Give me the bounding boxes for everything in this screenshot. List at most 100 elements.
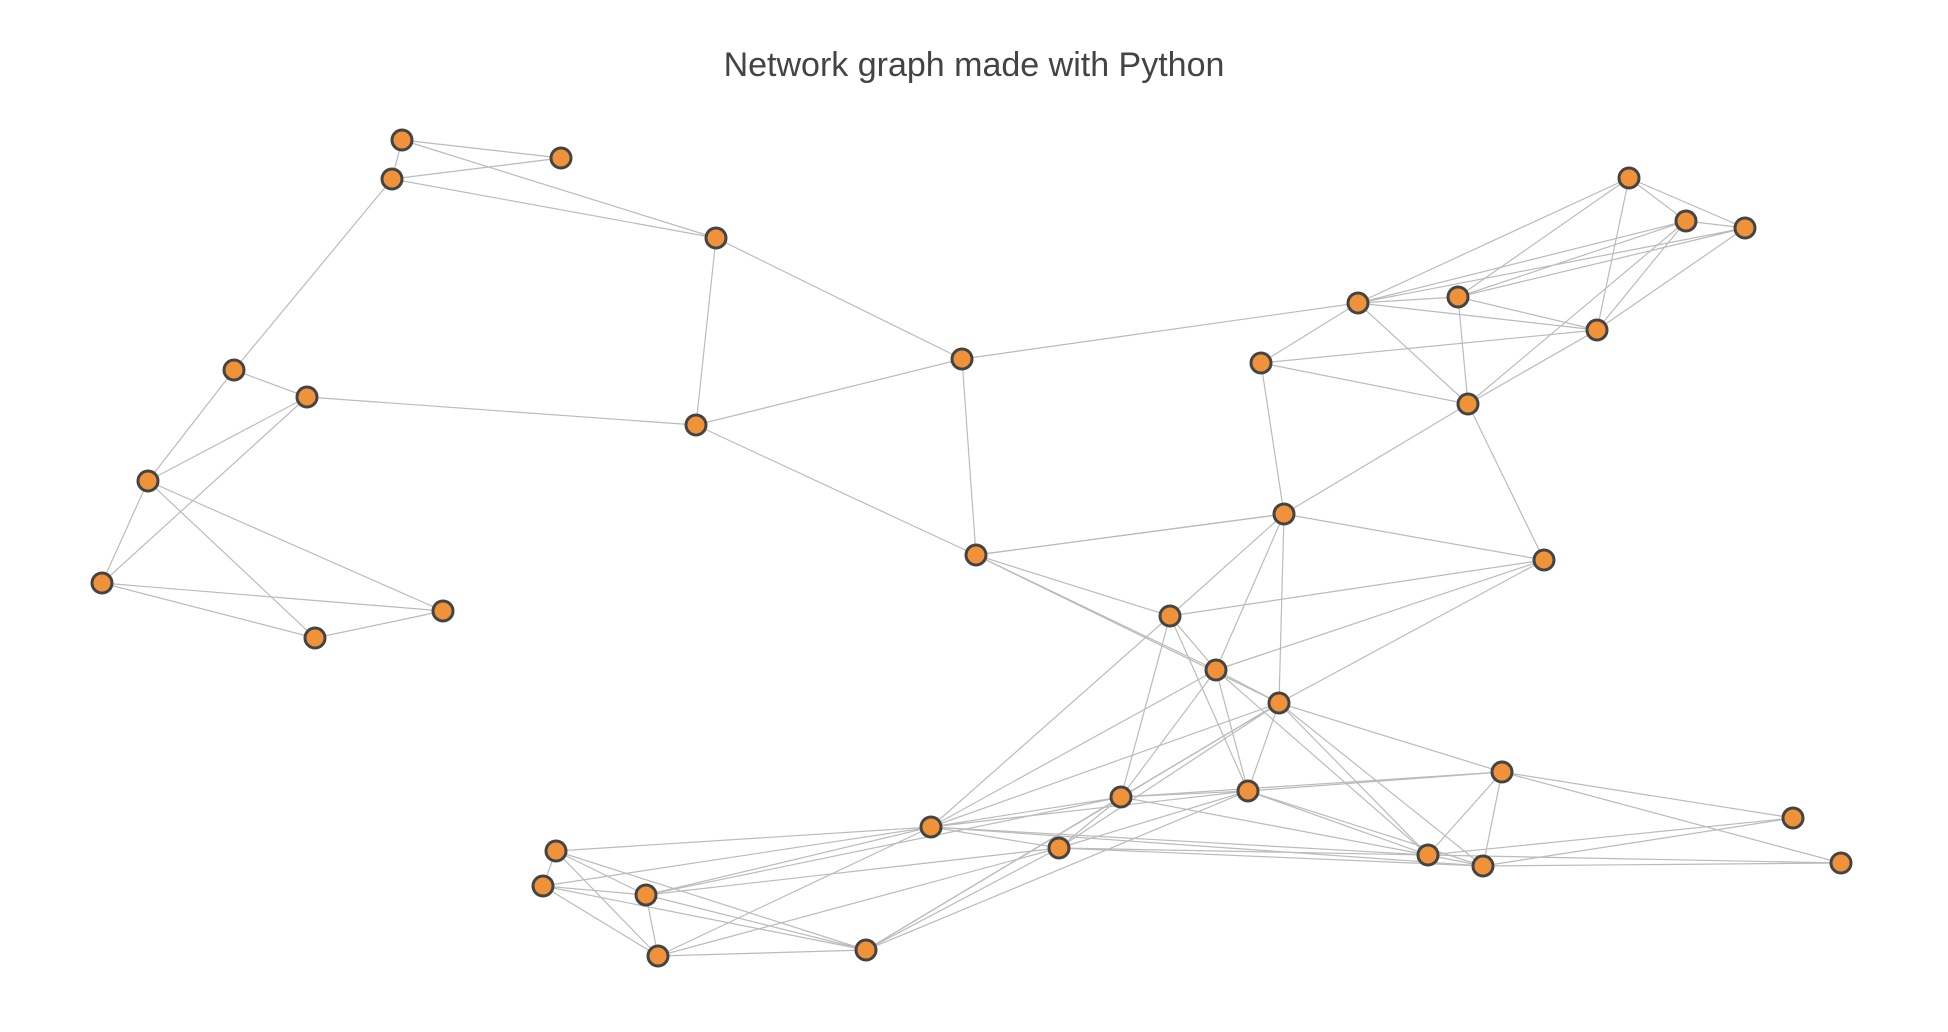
node-20[interactable] — [1456, 392, 1480, 416]
edge-28-32 — [1247, 790, 1484, 867]
edge-0-2 — [401, 139, 562, 159]
node-12[interactable] — [964, 543, 988, 567]
edge-23-27 — [1120, 615, 1171, 798]
node-33[interactable] — [1781, 806, 1805, 830]
node-0[interactable] — [390, 128, 414, 152]
edge-13-21 — [1260, 362, 1285, 515]
edge-15-20 — [1457, 296, 1469, 405]
node-3[interactable] — [704, 226, 728, 250]
edge-35-37 — [555, 850, 647, 896]
edge-22-24 — [1215, 559, 1545, 671]
edge-38-39 — [657, 949, 867, 957]
edge-14-17 — [1357, 220, 1687, 304]
edge-6-9 — [147, 480, 444, 612]
node-6[interactable] — [136, 469, 160, 493]
node-36[interactable] — [531, 874, 555, 898]
node-35[interactable] — [544, 839, 568, 863]
node-13[interactable] — [1249, 351, 1273, 375]
node-16[interactable] — [1617, 166, 1641, 190]
node-17[interactable] — [1674, 209, 1698, 233]
edge-12-23 — [975, 554, 1171, 617]
edge-28-31 — [1247, 790, 1429, 856]
edge-26-32 — [1482, 771, 1503, 867]
node-19[interactable] — [1585, 318, 1609, 342]
edge-11-14 — [961, 302, 1359, 360]
edge-12-25 — [975, 554, 1280, 704]
node-38[interactable] — [646, 944, 670, 968]
edge-30-32 — [1058, 847, 1484, 867]
edge-21-23 — [1169, 513, 1285, 617]
edge-14-20 — [1357, 302, 1469, 405]
edge-22-25 — [1278, 559, 1545, 704]
edge-23-28 — [1169, 615, 1249, 792]
node-39[interactable] — [854, 938, 878, 962]
edge-29-35 — [555, 826, 932, 852]
edge-7-8 — [101, 582, 316, 639]
edge-14-15 — [1357, 296, 1459, 304]
edge-13-20 — [1260, 362, 1469, 405]
node-15[interactable] — [1446, 285, 1470, 309]
edge-16-19 — [1596, 177, 1630, 331]
node-30[interactable] — [1047, 836, 1071, 860]
node-22[interactable] — [1532, 548, 1556, 572]
node-29[interactable] — [919, 815, 943, 839]
node-1[interactable] — [380, 167, 404, 191]
node-26[interactable] — [1490, 760, 1514, 784]
edge-16-17 — [1628, 177, 1687, 222]
edge-30-37 — [645, 847, 1060, 896]
node-21[interactable] — [1272, 502, 1296, 526]
node-37[interactable] — [634, 883, 658, 907]
edge-14-13 — [1260, 302, 1359, 364]
edge-15-17 — [1457, 220, 1687, 298]
edge-21-22 — [1283, 513, 1545, 561]
node-8[interactable] — [303, 626, 327, 650]
edge-25-30 — [1058, 702, 1280, 849]
edge-18-19 — [1596, 227, 1746, 331]
edge-27-39 — [865, 796, 1122, 951]
edge-13-19 — [1260, 329, 1598, 364]
node-14[interactable] — [1346, 291, 1370, 315]
node-25[interactable] — [1267, 691, 1291, 715]
node-2[interactable] — [549, 146, 573, 170]
edge-3-11 — [715, 237, 963, 360]
node-9[interactable] — [431, 599, 455, 623]
node-32[interactable] — [1471, 854, 1495, 878]
edge-26-31 — [1427, 771, 1503, 856]
node-4[interactable] — [222, 358, 246, 382]
edge-6-8 — [147, 480, 316, 639]
nodes-layer — [90, 128, 1853, 968]
edge-31-33 — [1427, 817, 1794, 856]
edge-26-33 — [1501, 771, 1794, 819]
edge-15-16 — [1457, 177, 1630, 298]
edge-23-29 — [930, 615, 1171, 828]
edge-14-16 — [1357, 177, 1630, 304]
edge-36-37 — [542, 885, 647, 896]
node-34[interactable] — [1829, 851, 1853, 875]
node-24[interactable] — [1204, 658, 1228, 682]
node-11[interactable] — [950, 347, 974, 371]
node-23[interactable] — [1158, 604, 1182, 628]
node-27[interactable] — [1109, 785, 1133, 809]
node-31[interactable] — [1416, 843, 1440, 867]
edge-22-23 — [1169, 559, 1545, 617]
edge-37-39 — [645, 894, 867, 951]
edge-11-12 — [961, 358, 977, 556]
edge-25-28 — [1247, 702, 1280, 792]
edge-21-25 — [1278, 513, 1285, 704]
edge-10-11 — [695, 358, 963, 426]
node-18[interactable] — [1733, 216, 1757, 240]
edge-4-5 — [233, 369, 308, 398]
edge-30-38 — [657, 847, 1060, 957]
node-10[interactable] — [684, 413, 708, 437]
node-5[interactable] — [295, 385, 319, 409]
edge-25-26 — [1278, 702, 1503, 773]
edge-17-20 — [1467, 220, 1687, 405]
edge-26-28 — [1247, 771, 1503, 792]
edge-0-3 — [401, 139, 717, 239]
edge-12-21 — [975, 513, 1285, 556]
edge-21-24 — [1215, 513, 1285, 671]
node-7[interactable] — [90, 571, 114, 595]
node-28[interactable] — [1236, 779, 1260, 803]
edge-24-31 — [1215, 669, 1429, 856]
